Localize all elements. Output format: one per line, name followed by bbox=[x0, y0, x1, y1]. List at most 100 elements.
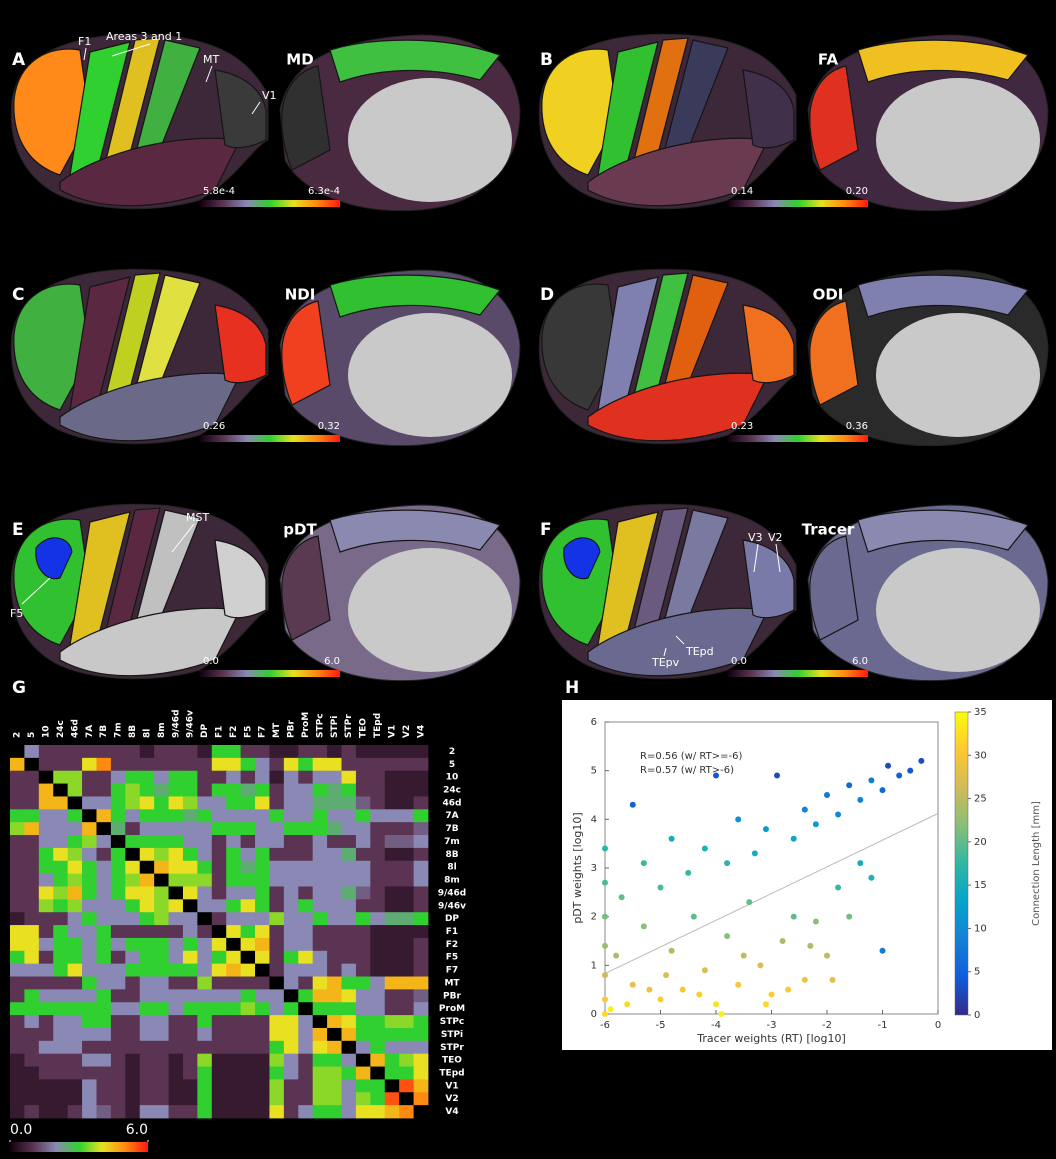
scatter-point bbox=[602, 943, 608, 949]
heatmap-cell bbox=[197, 964, 212, 977]
heatmap-cell bbox=[39, 848, 54, 861]
heatmap-cell bbox=[370, 822, 385, 835]
heatmap-cell bbox=[39, 989, 54, 1002]
heatmap-cell bbox=[68, 1079, 83, 1092]
x-tick-label: -6 bbox=[600, 1020, 610, 1031]
heatmap-cell bbox=[68, 886, 83, 899]
heatmap-cell bbox=[140, 861, 155, 874]
scatter-point bbox=[918, 758, 924, 764]
row-label: V4 bbox=[445, 1107, 458, 1117]
heatmap-cell bbox=[82, 745, 97, 758]
heatmap-cell bbox=[53, 938, 68, 951]
heatmap-cell bbox=[356, 1079, 371, 1092]
heatmap-cell bbox=[284, 886, 299, 899]
heatmap-cell bbox=[269, 1092, 284, 1105]
heatmap-cell bbox=[241, 912, 256, 925]
heatmap-cell bbox=[197, 1079, 212, 1092]
column-label: 7m bbox=[114, 722, 124, 738]
heatmap-cell bbox=[255, 758, 270, 771]
heatmap-cell bbox=[385, 899, 400, 912]
scatter-point bbox=[791, 914, 797, 920]
heatmap-cell bbox=[82, 899, 97, 912]
heatmap-cell bbox=[10, 899, 25, 912]
heatmap-cell bbox=[313, 886, 328, 899]
heatmap-cell bbox=[399, 1015, 414, 1028]
heatmap-cell bbox=[39, 1002, 54, 1015]
heatmap-cell bbox=[327, 745, 342, 758]
heatmap-cell bbox=[385, 784, 400, 797]
heatmap-cell bbox=[414, 964, 429, 977]
heatmap-cell bbox=[385, 951, 400, 964]
annotation: F1 bbox=[78, 35, 91, 48]
annotation: V1 bbox=[262, 89, 277, 102]
colorbar-label: Connection Length [mm] bbox=[1031, 801, 1042, 926]
heatmap-cell bbox=[342, 912, 357, 925]
heatmap-cell bbox=[10, 1105, 25, 1118]
heatmap-cell bbox=[183, 1041, 198, 1054]
heatmap-cell bbox=[399, 938, 414, 951]
heatmap-cell bbox=[154, 977, 169, 990]
heatmap-cell bbox=[212, 771, 227, 784]
scatter-point bbox=[813, 919, 819, 925]
heatmap-cell bbox=[10, 989, 25, 1002]
heatmap-cell bbox=[370, 938, 385, 951]
heatmap-cell bbox=[125, 912, 140, 925]
heatmap-cell bbox=[241, 925, 256, 938]
scatter-point bbox=[757, 962, 763, 968]
heatmap-cell bbox=[269, 1105, 284, 1118]
heatmap-cell bbox=[226, 1041, 241, 1054]
heatmap-cell bbox=[313, 1054, 328, 1067]
heatmap-cell bbox=[10, 758, 25, 771]
heatmap-cell bbox=[125, 989, 140, 1002]
heatmap-cell bbox=[125, 1028, 140, 1041]
heatmap-cell bbox=[327, 848, 342, 861]
colorbar bbox=[200, 670, 340, 677]
heatmap-cell bbox=[53, 1015, 68, 1028]
heatmap-cell bbox=[269, 1015, 284, 1028]
heatmap-cell bbox=[284, 1015, 299, 1028]
heatmap-cell bbox=[197, 1067, 212, 1080]
heatmap-cell bbox=[284, 1092, 299, 1105]
heatmap-cell bbox=[82, 1028, 97, 1041]
heatmap-cell bbox=[212, 874, 227, 887]
heatmap-cell bbox=[385, 1028, 400, 1041]
scatter-point bbox=[669, 948, 675, 954]
heatmap-cell bbox=[169, 835, 184, 848]
heatmap-cell bbox=[140, 1067, 155, 1080]
heatmap-cell bbox=[111, 912, 126, 925]
colorbar-max-label: 0.32 bbox=[318, 421, 340, 432]
heatmap-cell bbox=[226, 1079, 241, 1092]
scatter-point bbox=[846, 914, 852, 920]
heatmap-cell bbox=[53, 874, 68, 887]
heatmap-cell bbox=[385, 1067, 400, 1080]
annotation: Areas 3 and 1 bbox=[106, 30, 182, 43]
heatmap-cell bbox=[68, 784, 83, 797]
heatmap-cell bbox=[226, 745, 241, 758]
medial-surface bbox=[280, 35, 520, 211]
row-label: 8B bbox=[445, 850, 458, 860]
heatmap-cell bbox=[269, 745, 284, 758]
heatmap-cell bbox=[197, 989, 212, 1002]
heatmap-cell bbox=[385, 886, 400, 899]
scatter-point bbox=[680, 987, 686, 993]
heatmap-cell bbox=[298, 809, 313, 822]
heatmap-cell bbox=[298, 1092, 313, 1105]
heatmap-cell bbox=[82, 848, 97, 861]
heatmap-cell bbox=[10, 874, 25, 887]
heatmap-cell bbox=[298, 1015, 313, 1028]
heatmap-cell bbox=[370, 1002, 385, 1015]
heatmap-cell bbox=[68, 1028, 83, 1041]
heatmap-cell bbox=[241, 848, 256, 861]
heatmap-cell bbox=[10, 1028, 25, 1041]
heatmap-cell bbox=[68, 925, 83, 938]
row-label: V2 bbox=[445, 1094, 458, 1104]
heatmap-cell bbox=[140, 1054, 155, 1067]
heatmap-cell bbox=[197, 951, 212, 964]
heatmap-cell bbox=[298, 925, 313, 938]
heatmap-cell bbox=[327, 1054, 342, 1067]
heatmap-cell bbox=[298, 964, 313, 977]
heatmap-cell bbox=[111, 977, 126, 990]
heatmap-cell bbox=[327, 861, 342, 874]
heatmap-cell bbox=[96, 861, 111, 874]
heatmap-cell bbox=[39, 861, 54, 874]
